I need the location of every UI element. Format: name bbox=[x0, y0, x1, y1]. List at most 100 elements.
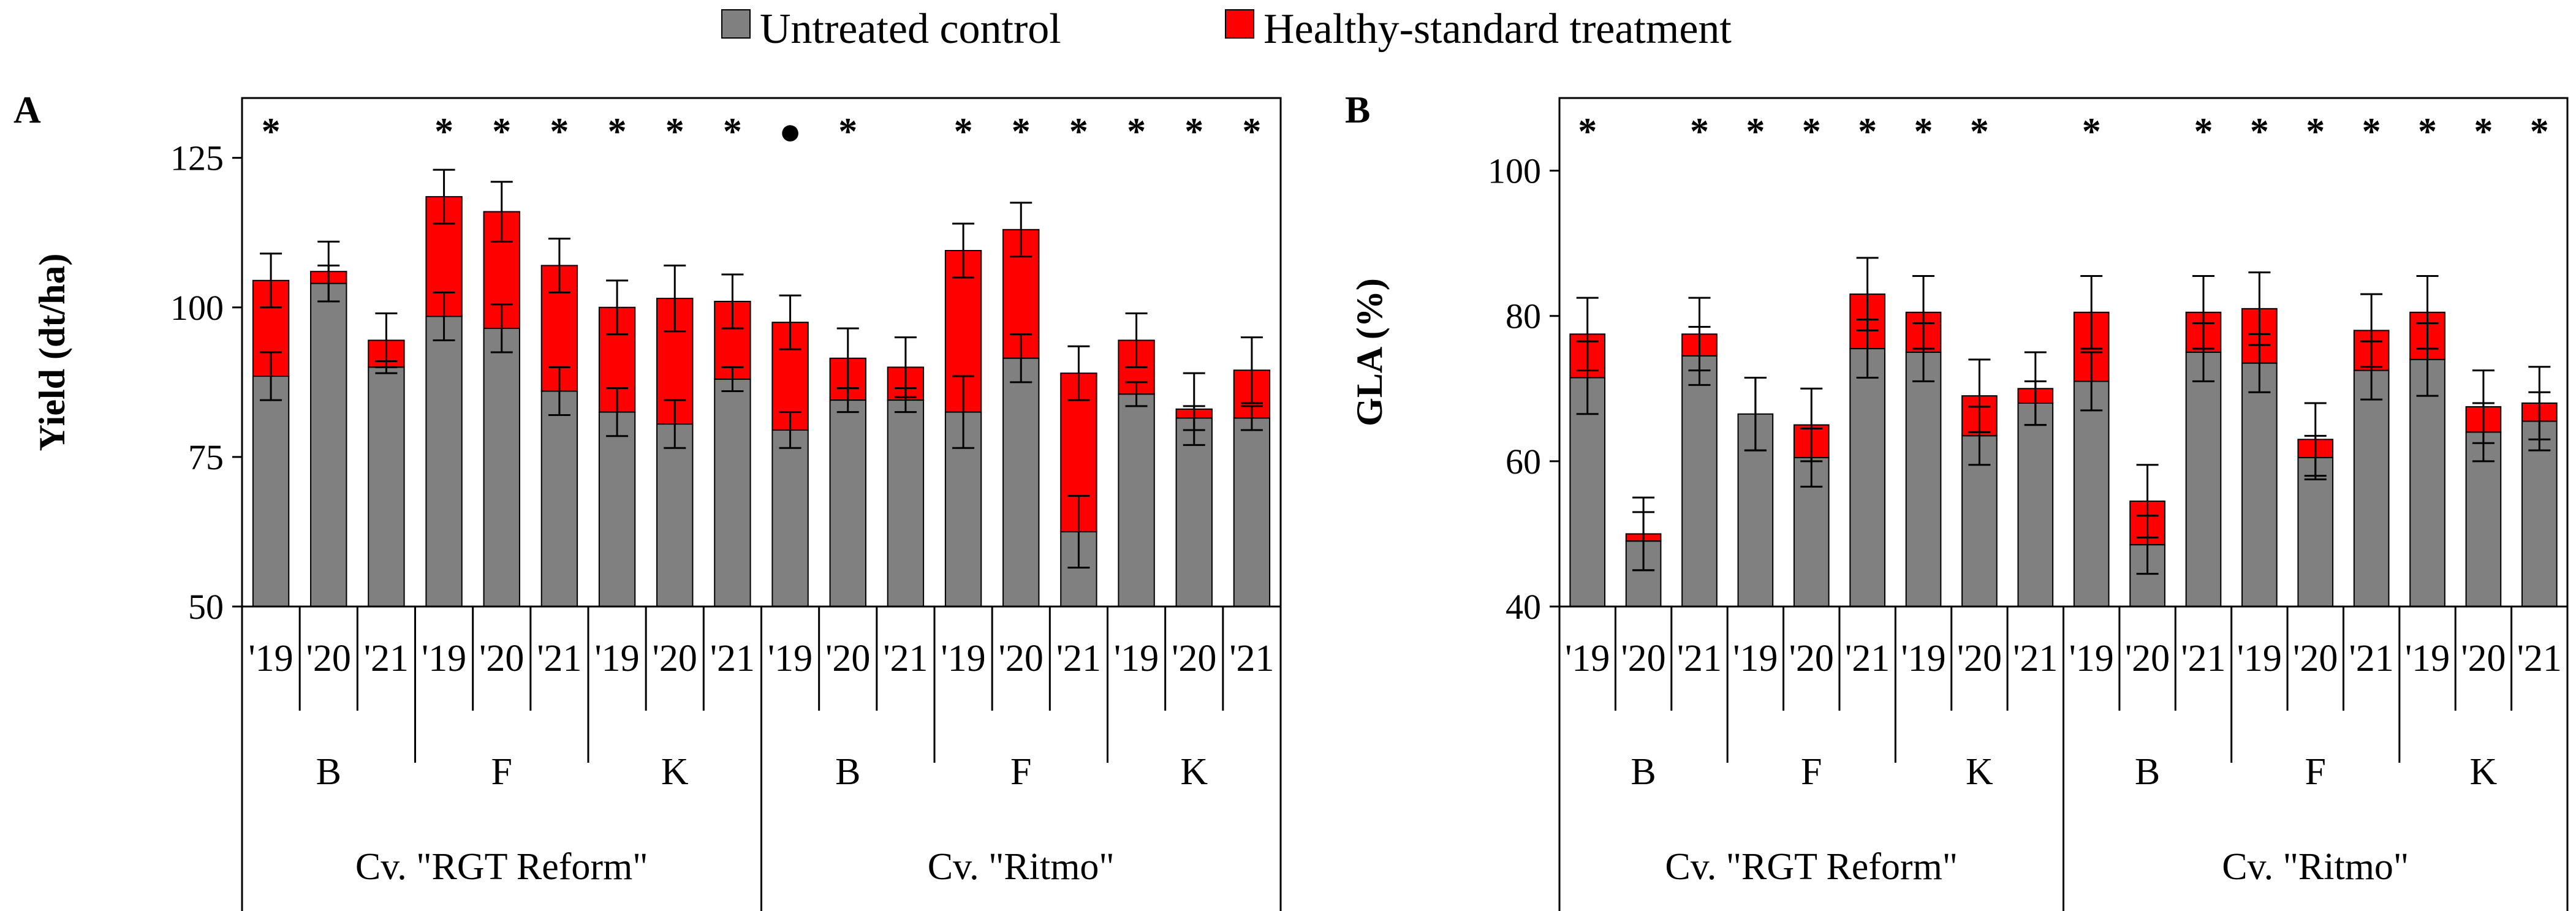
significance-marker: * bbox=[608, 111, 627, 153]
control-bar bbox=[1849, 348, 1885, 607]
x-group-label-location: F bbox=[2305, 751, 2326, 793]
control-bar bbox=[1681, 355, 1718, 608]
control-bar bbox=[1118, 393, 1155, 608]
x-tick-label-year: '20 bbox=[1957, 638, 2002, 679]
x-tick-label-year: '19 bbox=[1901, 638, 1945, 679]
x-tick-label-year: '20 bbox=[306, 638, 351, 679]
x-tick-label-year: '21 bbox=[1056, 638, 1101, 679]
control-bar bbox=[887, 399, 925, 608]
significance-marker: ● bbox=[779, 111, 801, 153]
x-group-label-location: F bbox=[1801, 751, 1822, 793]
significance-marker: * bbox=[1914, 111, 1933, 153]
significance-marker: * bbox=[1970, 111, 1989, 153]
y-tick-label: 100 bbox=[1488, 151, 1541, 191]
x-tick-label-year: '19 bbox=[1565, 638, 1610, 679]
x-tick-label-year: '19 bbox=[2069, 638, 2114, 679]
significance-marker: * bbox=[434, 111, 453, 153]
control-bar bbox=[1737, 413, 1774, 607]
x-tick-label-year: '19 bbox=[2237, 638, 2282, 679]
legend: Untreated control Healthy-standard treat… bbox=[721, 6, 1732, 53]
control-bar bbox=[1233, 417, 1271, 607]
x-tick-label-year: '21 bbox=[710, 638, 755, 679]
control-bar bbox=[310, 282, 347, 607]
y-tick-label: 125 bbox=[170, 138, 224, 178]
control-bar bbox=[829, 399, 866, 608]
significance-marker: * bbox=[723, 111, 742, 153]
control-bar bbox=[2017, 403, 2054, 607]
x-group-label-location: K bbox=[2470, 751, 2498, 793]
x-tick-label-year: '20 bbox=[2293, 638, 2338, 679]
significance-marker: * bbox=[1069, 111, 1088, 153]
significance-marker: * bbox=[2418, 111, 2437, 153]
x-tick-label-year: '21 bbox=[2349, 638, 2394, 679]
panel-letter: A bbox=[13, 89, 41, 131]
significance-marker: * bbox=[2530, 111, 2549, 153]
significance-marker: * bbox=[1858, 111, 1877, 153]
y-tick-label: 50 bbox=[188, 587, 224, 627]
y-tick-label: 80 bbox=[1506, 297, 1541, 336]
x-group-label-location: F bbox=[1010, 751, 1031, 793]
x-tick-label-year: '19 bbox=[1733, 638, 1778, 679]
x-tick-label-year: '20 bbox=[2461, 638, 2506, 679]
y-tick-label: 100 bbox=[170, 288, 224, 328]
x-tick-label-year: '19 bbox=[768, 638, 813, 679]
significance-marker: * bbox=[2194, 111, 2213, 153]
x-group-label-location: B bbox=[2135, 751, 2160, 793]
x-tick-label-year: '21 bbox=[2517, 638, 2562, 679]
x-group-label-location: K bbox=[1180, 751, 1208, 793]
control-bar bbox=[2241, 362, 2278, 607]
significance-marker: * bbox=[1184, 111, 1203, 153]
significance-marker: * bbox=[1802, 111, 1821, 153]
x-tick-label-year: '20 bbox=[479, 638, 524, 679]
x-tick-label-year: '20 bbox=[2125, 638, 2170, 679]
x-tick-label-year: '21 bbox=[2013, 638, 2058, 679]
significance-marker: * bbox=[1127, 111, 1146, 153]
significance-marker: * bbox=[492, 111, 511, 153]
x-tick-label-year: '21 bbox=[1229, 638, 1274, 679]
x-group-label-location: B bbox=[1631, 751, 1656, 793]
control-bar bbox=[656, 423, 694, 607]
x-group-label-cultivar: Cv. "RGT Reform" bbox=[1665, 846, 1958, 888]
control-bar bbox=[598, 411, 636, 607]
x-tick-label-year: '19 bbox=[422, 638, 466, 679]
control-bar bbox=[2353, 369, 2390, 608]
significance-marker: * bbox=[838, 111, 857, 153]
x-group-label-location: F bbox=[491, 751, 512, 793]
x-tick-label-year: '21 bbox=[537, 638, 581, 679]
legend-swatch-treatment bbox=[1225, 9, 1254, 39]
control-bar bbox=[252, 376, 290, 607]
legend-swatch-untreated bbox=[721, 9, 751, 39]
x-tick-label-year: '20 bbox=[999, 638, 1044, 679]
significance-marker: * bbox=[2250, 111, 2269, 153]
x-tick-label-year: '20 bbox=[825, 638, 870, 679]
significance-marker: * bbox=[1746, 111, 1765, 153]
x-group-label-location: K bbox=[1966, 751, 1993, 793]
x-group-label-location: K bbox=[661, 751, 689, 793]
panel-letter: B bbox=[1345, 89, 1370, 131]
panel-b-gla-chart: B GLA (%) 40 60 80 100 * '19 '20 * '21 * '19 * '20 * '21… bbox=[1345, 89, 2569, 911]
x-tick-label-year: '20 bbox=[1172, 638, 1216, 679]
control-bar bbox=[2185, 352, 2222, 607]
control-bar bbox=[368, 366, 405, 607]
y-axis-label: Yield (dt/ha) bbox=[32, 254, 72, 452]
control-bar bbox=[2409, 358, 2445, 607]
x-tick-label-year: '19 bbox=[2405, 638, 2450, 679]
control-bar bbox=[2073, 380, 2110, 608]
control-bar bbox=[425, 316, 463, 607]
significance-marker: * bbox=[262, 111, 281, 153]
significance-marker: * bbox=[1012, 111, 1031, 153]
significance-marker: * bbox=[2082, 111, 2101, 153]
control-bar bbox=[1905, 352, 1942, 607]
panel-a-yield-chart: A Yield (dt/ha) 50 75 100 125 * '19 '20 '21 * '19 * '… bbox=[13, 89, 1282, 911]
y-tick-label: 40 bbox=[1506, 587, 1541, 627]
x-tick-label-year: '21 bbox=[1845, 638, 1890, 679]
legend-label-untreated: Untreated control bbox=[760, 6, 1061, 53]
control-bar bbox=[1002, 357, 1040, 607]
significance-marker: * bbox=[954, 111, 973, 153]
significance-marker: * bbox=[550, 111, 569, 153]
significance-marker: * bbox=[2362, 111, 2381, 153]
x-group-label-cultivar: Cv. "Ritmo" bbox=[2222, 846, 2409, 888]
control-bar bbox=[1175, 417, 1213, 607]
significance-marker: * bbox=[2474, 111, 2493, 153]
